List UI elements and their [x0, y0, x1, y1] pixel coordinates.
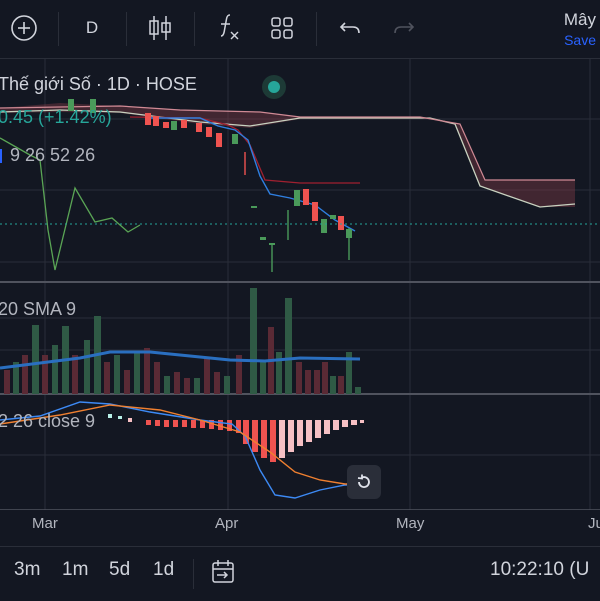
leading-span-b	[0, 109, 576, 208]
time-axis-label: May	[396, 515, 425, 532]
time-axis-label: Apr	[215, 515, 239, 532]
undo-icon	[339, 22, 360, 34]
reset-chart-button[interactable]	[347, 465, 381, 499]
top-toolbar: D	[0, 0, 600, 59]
price-candles	[68, 99, 352, 272]
chart-area[interactable]: Thế giới Số · 1D · HOSE 0.45 (+1.42%) 9 …	[0, 59, 600, 511]
bottom-toolbar: 3m 1m 5d 1d 10:22:10 (U	[0, 546, 600, 601]
range-5d-button[interactable]: 5d	[109, 559, 131, 580]
legend-color-chip	[0, 149, 2, 164]
candlestick-icon	[149, 16, 171, 40]
toolbar-divider	[316, 12, 317, 46]
bottom-divider	[193, 559, 194, 589]
time-axis-label: Ju	[588, 515, 600, 532]
range-3m-button[interactable]: 3m	[14, 559, 41, 580]
toolbar-divider	[58, 12, 59, 46]
range-1m-button[interactable]: 1m	[62, 559, 89, 580]
indicators-button[interactable]	[208, 6, 248, 50]
undo-button[interactable]	[330, 6, 370, 50]
volume-legend[interactable]: 20 SMA 9	[0, 299, 77, 319]
ichimoku-legend[interactable]: 9 26 52 26	[0, 145, 95, 166]
interval-label: D	[85, 18, 99, 37]
replay-reset-icon	[357, 474, 370, 488]
layout-icon	[271, 17, 293, 39]
redo-icon	[394, 22, 415, 34]
add-icon	[11, 15, 37, 41]
chart-canvas[interactable]	[0, 59, 600, 511]
live-status-dot	[262, 75, 286, 99]
price-change: 0.45 (+1.42%)	[0, 107, 112, 127]
go-to-date-button[interactable]	[208, 557, 238, 592]
ichimoku-params: 9 26 52 26	[10, 145, 96, 165]
volume-sma-line	[0, 350, 361, 370]
range-1d-button[interactable]: 1d	[153, 559, 175, 580]
macd-line	[0, 401, 363, 499]
interval-button[interactable]: D	[74, 6, 110, 50]
ichimoku-cloud	[0, 103, 575, 207]
chikou-line	[0, 137, 141, 271]
symbol-title: Thế giới Số · 1D · HOSE	[0, 74, 197, 94]
tenkan-line	[150, 117, 356, 232]
toolbar-divider	[194, 12, 195, 46]
layout-name: Mây	[563, 10, 596, 29]
layout-button[interactable]	[262, 6, 302, 50]
save-layout[interactable]: Mây Save	[564, 10, 596, 48]
symbol-legend[interactable]: Thế giới Số · 1D · HOSE	[0, 74, 197, 95]
redo-button[interactable]	[384, 6, 424, 50]
timezone-clock[interactable]: 10:22:10 (U	[490, 559, 590, 580]
toolbar-divider	[126, 12, 127, 46]
leading-span-a	[0, 105, 575, 181]
macd-histogram	[108, 414, 364, 462]
signal-line	[0, 404, 362, 485]
add-symbol-button[interactable]	[4, 6, 44, 50]
macd-legend[interactable]: 2 26 close 9	[0, 411, 96, 431]
time-axis-label: Mar	[32, 515, 58, 532]
chart-type-button[interactable]	[140, 6, 180, 50]
save-button[interactable]: Save	[564, 32, 596, 48]
indicators-icon	[220, 14, 239, 40]
date-range-icon	[212, 560, 234, 583]
